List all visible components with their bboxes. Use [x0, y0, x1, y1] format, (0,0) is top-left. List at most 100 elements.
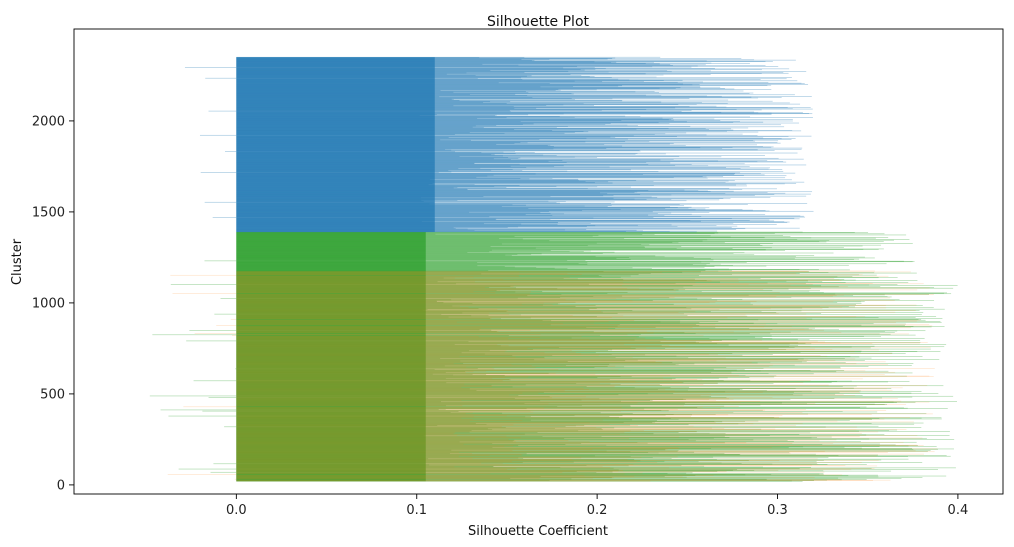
- cluster-2-sample-bar: [236, 234, 599, 236]
- cluster-3-sample-bar: [236, 195, 807, 197]
- cluster-3-sample-bar: [236, 114, 437, 115]
- cluster-1-sample-bar: [236, 331, 499, 332]
- cluster-3-sample-bar: [236, 220, 691, 221]
- cluster-0-sample-bar: [236, 294, 749, 296]
- cluster-1-sample-bar: [236, 379, 811, 381]
- cluster-0-sample-bar: [236, 403, 525, 404]
- cluster-0-sample-bar: [236, 462, 817, 464]
- cluster-0-sample-bar: [236, 473, 820, 475]
- cluster-3-sample-bar: [236, 87, 701, 88]
- cluster-0-sample-bar: [236, 288, 558, 290]
- cluster-0-sample-bar: [236, 373, 814, 375]
- cluster-0-sample-bar: [236, 355, 677, 357]
- cluster-3-sample-bar: [236, 160, 549, 162]
- cluster-1-sample-bar: [236, 353, 709, 355]
- cluster-3-sample-bar: [236, 148, 607, 149]
- cluster-0-sample-bar: [236, 319, 759, 321]
- cluster-1-sample-bar: [236, 347, 647, 349]
- cluster-0-sample-bar: [236, 341, 661, 342]
- cluster-0-sample-bar: [236, 361, 807, 362]
- cluster-1-sample-bar: [236, 367, 493, 369]
- cluster-0-sample-bar: [236, 427, 506, 428]
- cluster-3-sample-bar: [236, 109, 762, 111]
- cluster-1-sample-bar: [236, 415, 507, 417]
- cluster-3-sample-bar: [236, 67, 564, 69]
- cluster-0-sample-bar: [236, 322, 754, 324]
- cluster-1-sample-bar: [236, 340, 818, 342]
- cluster-1-sample-bar: [236, 413, 933, 415]
- cluster-1-sample-bar: [236, 469, 779, 471]
- cluster-1-sample-bar: [236, 431, 879, 433]
- cluster-3-sample-bar: [236, 90, 556, 91]
- cluster-0-sample-bar: [236, 371, 837, 373]
- cluster-0-sample-bar: [236, 432, 538, 433]
- cluster-0-sample-bar: [236, 454, 741, 455]
- cluster-3-sample-bar: [236, 68, 790, 70]
- cluster-2-sample-bar: [236, 250, 551, 251]
- cluster-1-sample-bar: [236, 397, 898, 399]
- cluster-1-sample-bar: [236, 401, 761, 402]
- cluster-1-sample-bar: [236, 419, 603, 421]
- cluster-0-sample-bar: [236, 309, 590, 311]
- cluster-1-sample-bar: [236, 302, 544, 304]
- cluster-2-sample-bar: [236, 238, 625, 239]
- cluster-3-sample-bar: [236, 133, 743, 135]
- cluster-3-sample-bar: [236, 154, 492, 155]
- cluster-0-sample-bar: [236, 460, 641, 462]
- cluster-3-sample-bar: [236, 157, 521, 159]
- cluster-0-sample-bar: [236, 450, 607, 452]
- cluster-0-sample-bar: [236, 360, 626, 362]
- cluster-0-sample-bar: [236, 386, 587, 387]
- cluster-1-sample-bar: [236, 310, 602, 312]
- cluster-0-sample-bar: [236, 405, 446, 407]
- cluster-0-sample-bar: [236, 429, 493, 430]
- cluster-0-sample-bar: [236, 318, 943, 319]
- cluster-0-sample-bar: [236, 387, 635, 389]
- cluster-1-sample-bar: [236, 298, 617, 300]
- cluster-0-sample-bar: [236, 319, 922, 320]
- cluster-0-sample-bar: [236, 361, 802, 363]
- cluster-1-sample-bar: [236, 454, 522, 455]
- cluster-3-sample-bar: [236, 162, 475, 164]
- cluster-2-sample-bar: [236, 248, 677, 249]
- cluster-3-sample-bar: [236, 200, 549, 202]
- cluster-1-sample-bar: [236, 475, 585, 477]
- cluster-3-sample-bar: [236, 176, 724, 177]
- cluster-3-sample-bar: [236, 93, 572, 94]
- cluster-3-sample-bar: [236, 138, 796, 139]
- cluster-1-sample-bar: [236, 363, 857, 365]
- cluster-1-sample-bar: [236, 358, 856, 360]
- cluster-3-sample-bar: [236, 157, 509, 158]
- cluster-0-sample-bar: [236, 425, 879, 427]
- cluster-1-sample-bar: [170, 274, 237, 276]
- cluster-0-sample-bar: [236, 308, 692, 310]
- cluster-0-sample-bar: [236, 324, 551, 326]
- cluster-0-sample-bar: [236, 302, 751, 304]
- cluster-1-sample-bar: [236, 320, 635, 321]
- cluster-2-sample-bar: [236, 244, 642, 245]
- cluster-0-sample-bar: [236, 376, 621, 377]
- cluster-3-sample-bar: [236, 195, 614, 196]
- cluster-0-sample-bar: [236, 312, 618, 314]
- cluster-2-sample-bar: [236, 267, 555, 269]
- cluster-2-sample-bar: [236, 241, 820, 242]
- cluster-0-sample-bar: [236, 453, 450, 454]
- cluster-1-sample-bar: [236, 307, 469, 308]
- cluster-0-sample-bar: [236, 374, 473, 375]
- cluster-3-sample-bar: [236, 185, 654, 186]
- cluster-0-sample-bar: [236, 430, 579, 432]
- cluster-1-sample-bar: [236, 288, 628, 289]
- cluster-0-sample-bar: [236, 465, 629, 467]
- cluster-3-sample-bar: [236, 209, 696, 211]
- cluster-3-sample-bar: [236, 199, 422, 201]
- cluster-3-sample-bar: [236, 221, 422, 222]
- cluster-1-sample-bar: [236, 308, 771, 310]
- cluster-0-sample-bar: [236, 401, 957, 402]
- cluster-1-sample-bar: [236, 436, 680, 438]
- cluster-3-sample-bar: [236, 82, 802, 84]
- x-tick-label: 0.4: [948, 503, 969, 518]
- cluster-3-sample-bar: [236, 74, 582, 76]
- cluster-0-sample-bar: [236, 349, 490, 351]
- cluster-1-sample-bar: [236, 343, 920, 345]
- cluster-0-sample-bar: [236, 327, 587, 328]
